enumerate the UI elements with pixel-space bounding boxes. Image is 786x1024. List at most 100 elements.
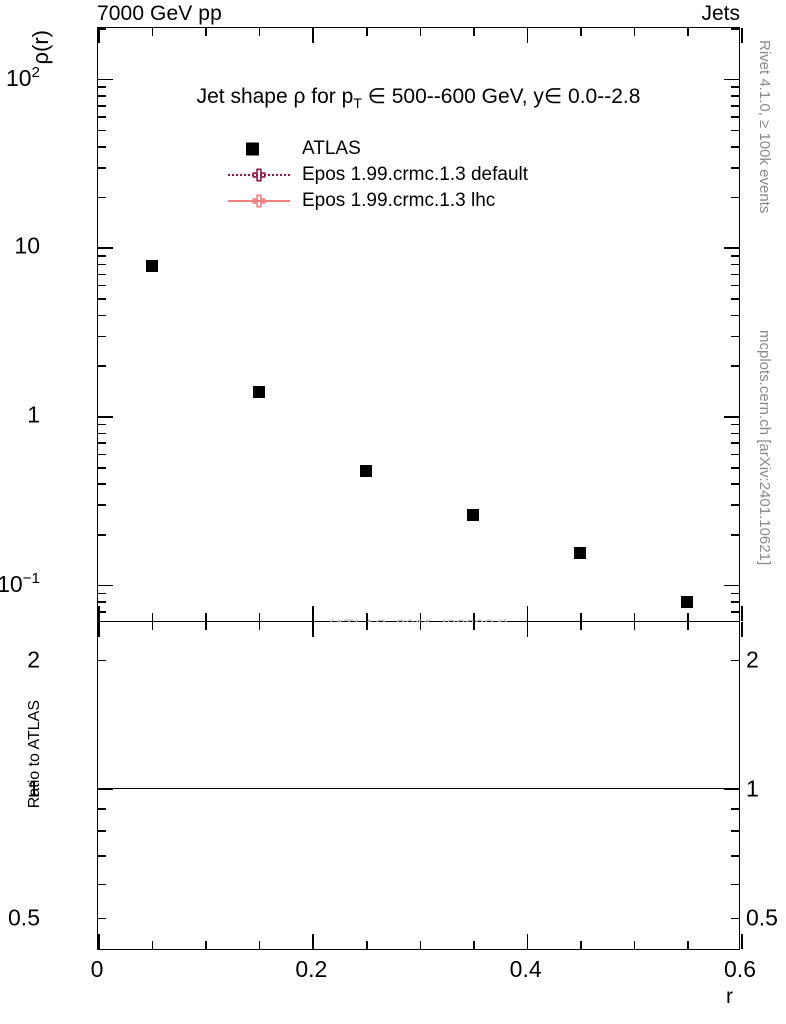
tick-mark — [731, 453, 739, 456]
legend-item[interactable]: Epos 1.99.crmc.1.3 default — [228, 162, 528, 188]
x-tick-label: 0.6 — [724, 956, 756, 982]
data-point — [574, 546, 587, 559]
title-text-mid: for p — [305, 85, 354, 108]
tick-mark — [731, 830, 739, 832]
tick-mark — [731, 129, 739, 132]
tick-mark — [98, 601, 106, 603]
data-point — [359, 465, 372, 478]
legend-item[interactable]: ATLAS — [228, 136, 528, 162]
tick-mark — [98, 196, 106, 199]
tick-mark — [419, 613, 422, 621]
ratio-plot-panel — [97, 622, 743, 950]
tick-mark — [473, 613, 475, 621]
tick-mark — [724, 416, 739, 418]
tick-mark — [98, 314, 106, 317]
tick-mark — [633, 941, 636, 949]
data-point — [252, 385, 265, 398]
tick-mark — [731, 883, 739, 886]
tick-mark — [741, 606, 743, 621]
tick-mark — [687, 622, 689, 630]
tick-mark — [526, 934, 529, 949]
tick-mark — [731, 601, 739, 603]
y-tick-label-main: 10−1 — [0, 570, 40, 597]
tick-mark — [365, 28, 368, 36]
tick-mark — [98, 284, 106, 287]
cross-marker-icon — [252, 168, 266, 182]
tick-mark — [258, 613, 261, 621]
legend-label: ATLAS — [302, 138, 361, 159]
square-marker-icon — [246, 142, 259, 156]
tick-mark — [98, 788, 113, 791]
tick-mark — [98, 432, 106, 435]
tick-mark — [98, 606, 100, 621]
legend-key-dotted-cross — [228, 162, 290, 188]
tick-mark — [151, 28, 154, 36]
tick-mark — [365, 941, 368, 949]
tick-mark — [731, 145, 739, 148]
tick-mark — [205, 613, 207, 621]
tick-mark — [98, 28, 106, 30]
tick-mark — [580, 622, 582, 630]
tick-mark — [98, 247, 113, 250]
tick-mark — [258, 941, 261, 949]
tick-mark — [526, 28, 529, 43]
tick-mark — [731, 255, 739, 257]
tick-mark — [473, 622, 475, 630]
tick-mark — [98, 610, 106, 613]
legend-item[interactable]: Epos 1.99.crmc.1.3 lhc — [228, 188, 528, 214]
header-analysis-category: Jets — [701, 2, 740, 25]
tick-mark — [98, 78, 113, 81]
y-tick-label-ratio-left: 0.5 — [8, 904, 40, 931]
tick-mark — [580, 613, 582, 621]
tick-mark — [98, 129, 106, 132]
tick-mark — [473, 28, 475, 36]
title-rho-symbol: ρ — [293, 85, 306, 108]
tick-mark — [731, 534, 739, 536]
tick-mark — [687, 941, 689, 949]
tick-mark — [633, 622, 636, 630]
tick-mark — [724, 788, 739, 791]
x-axis-label: r — [726, 985, 733, 1008]
tick-mark — [687, 613, 689, 621]
tick-mark — [731, 196, 739, 199]
tick-mark — [731, 365, 739, 367]
tick-mark — [98, 466, 106, 469]
tick-mark — [258, 622, 261, 630]
credit-mcplots-arxiv: mcplots.cern.ch [arXiv:2401.10621] — [756, 330, 773, 566]
tick-mark — [98, 483, 106, 485]
tick-mark — [731, 104, 739, 107]
tick-mark — [580, 28, 582, 36]
tick-mark — [98, 423, 106, 426]
cross-marker-icon — [252, 194, 266, 208]
credit-rivet-version: Rivet 4.1.0, ≥ 100k events — [756, 40, 773, 214]
tick-mark — [731, 263, 739, 266]
tick-mark — [98, 504, 106, 506]
tick-mark — [419, 622, 422, 630]
tick-mark — [98, 584, 113, 587]
tick-mark — [205, 622, 207, 630]
tick-mark — [731, 95, 739, 97]
tick-mark — [731, 483, 739, 485]
tick-mark — [731, 659, 739, 662]
tick-mark — [731, 466, 739, 469]
tick-mark — [98, 116, 106, 118]
title-text-pre: Jet shape — [196, 85, 294, 108]
tick-mark — [98, 830, 106, 832]
tick-mark — [98, 453, 106, 456]
tick-mark — [731, 28, 739, 30]
y-tick-label-main: 10 — [14, 232, 40, 259]
y-tick-label-ratio-right: 0.5 — [746, 904, 778, 931]
tick-mark — [731, 314, 739, 317]
title-subscript-T: T — [353, 95, 362, 112]
tick-mark — [312, 28, 314, 43]
tick-mark — [98, 145, 106, 148]
tick-mark — [731, 854, 739, 857]
tick-mark — [98, 934, 100, 949]
tick-mark — [633, 28, 636, 36]
tick-mark — [98, 365, 106, 367]
tick-mark — [98, 335, 106, 338]
tick-mark — [98, 442, 106, 444]
tick-mark — [98, 592, 106, 595]
tick-mark — [731, 116, 739, 118]
plot-title: Jet shape ρ for pT ∈ 500--600 GeV, y∈ 0.… — [98, 84, 739, 111]
